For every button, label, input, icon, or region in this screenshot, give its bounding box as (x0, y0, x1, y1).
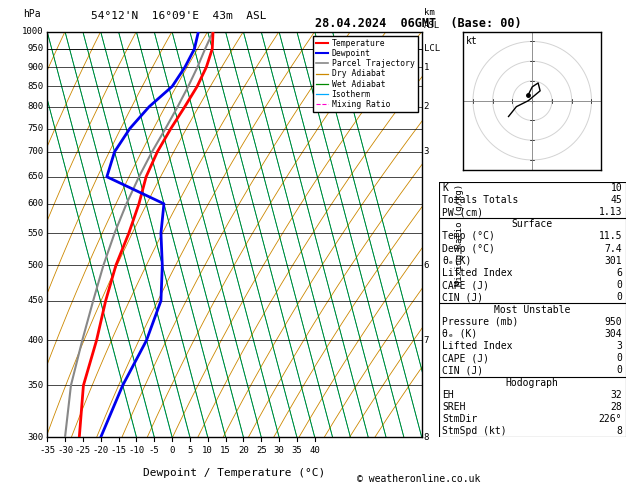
Text: StmSpd (kt): StmSpd (kt) (442, 426, 507, 436)
Text: -35: -35 (39, 446, 55, 454)
Text: 226°: 226° (599, 414, 622, 424)
Text: 0: 0 (616, 293, 622, 302)
Text: Totals Totals: Totals Totals (442, 195, 519, 205)
Text: 20: 20 (238, 446, 248, 454)
Text: -25: -25 (75, 446, 91, 454)
Text: -5: -5 (149, 446, 160, 454)
Text: CAPE (J): CAPE (J) (442, 280, 489, 290)
Text: 10: 10 (203, 446, 213, 454)
Legend: Temperature, Dewpoint, Parcel Trajectory, Dry Adiabat, Wet Adiabat, Isotherm, Mi: Temperature, Dewpoint, Parcel Trajectory… (313, 35, 418, 112)
Text: km: km (423, 8, 435, 17)
Text: CIN (J): CIN (J) (442, 365, 484, 375)
Text: 28.04.2024  06GMT  (Base: 00): 28.04.2024 06GMT (Base: 00) (315, 17, 521, 30)
Text: θₑ (K): θₑ (K) (442, 329, 477, 339)
Text: 304: 304 (604, 329, 622, 339)
Text: 450: 450 (27, 296, 43, 305)
Text: Hodograph: Hodograph (506, 378, 559, 388)
Text: 2: 2 (423, 102, 429, 111)
Text: 25: 25 (256, 446, 267, 454)
Text: Surface: Surface (511, 219, 553, 229)
Text: Mixing Ratio (g/kg): Mixing Ratio (g/kg) (455, 183, 464, 286)
Text: ASL: ASL (423, 20, 440, 30)
Text: 800: 800 (27, 102, 43, 111)
Text: CAPE (J): CAPE (J) (442, 353, 489, 363)
Text: 3: 3 (423, 147, 429, 156)
Text: 54°12'N  16°09'E  43m  ASL: 54°12'N 16°09'E 43m ASL (91, 12, 266, 21)
Text: 400: 400 (27, 336, 43, 345)
Text: Temp (°C): Temp (°C) (442, 231, 495, 242)
Text: 11.5: 11.5 (599, 231, 622, 242)
Text: 28: 28 (610, 402, 622, 412)
Text: Most Unstable: Most Unstable (494, 305, 571, 314)
Text: © weatheronline.co.uk: © weatheronline.co.uk (357, 473, 480, 484)
Text: Pressure (mb): Pressure (mb) (442, 317, 519, 327)
Text: 1.13: 1.13 (599, 207, 622, 217)
Text: 10: 10 (610, 183, 622, 193)
Text: 30: 30 (274, 446, 284, 454)
Text: 1: 1 (423, 63, 429, 71)
Text: LCL: LCL (423, 44, 440, 53)
Text: Dewpoint / Temperature (°C): Dewpoint / Temperature (°C) (143, 468, 326, 478)
Text: 500: 500 (27, 260, 43, 270)
Text: hPa: hPa (23, 9, 41, 19)
Text: StmDir: StmDir (442, 414, 477, 424)
Text: 40: 40 (309, 446, 320, 454)
Text: 350: 350 (27, 381, 43, 390)
Text: θₑ(K): θₑ(K) (442, 256, 472, 266)
Text: 1000: 1000 (22, 27, 43, 36)
Text: 950: 950 (27, 44, 43, 53)
Text: PW (cm): PW (cm) (442, 207, 484, 217)
Text: 950: 950 (604, 317, 622, 327)
Text: 750: 750 (27, 124, 43, 133)
Text: 301: 301 (604, 256, 622, 266)
Text: EH: EH (442, 390, 454, 400)
Text: 900: 900 (27, 63, 43, 71)
Text: kt: kt (466, 36, 477, 46)
Text: 3: 3 (616, 341, 622, 351)
Text: SREH: SREH (442, 402, 466, 412)
Text: 850: 850 (27, 82, 43, 91)
Text: 5: 5 (187, 446, 192, 454)
Text: 45: 45 (610, 195, 622, 205)
Text: 35: 35 (291, 446, 303, 454)
Text: 300: 300 (27, 433, 43, 442)
Text: 7.4: 7.4 (604, 243, 622, 254)
Text: 0: 0 (616, 365, 622, 375)
Text: 0: 0 (616, 280, 622, 290)
Text: Lifted Index: Lifted Index (442, 341, 513, 351)
Text: -10: -10 (128, 446, 145, 454)
Text: Dewp (°C): Dewp (°C) (442, 243, 495, 254)
Text: 32: 32 (610, 390, 622, 400)
Text: 650: 650 (27, 173, 43, 181)
Text: 15: 15 (220, 446, 231, 454)
Text: 0: 0 (616, 353, 622, 363)
Text: 8: 8 (616, 426, 622, 436)
Text: K: K (442, 183, 448, 193)
Text: -30: -30 (57, 446, 73, 454)
Text: CIN (J): CIN (J) (442, 293, 484, 302)
Text: -15: -15 (111, 446, 126, 454)
Text: 550: 550 (27, 228, 43, 238)
Text: 6: 6 (616, 268, 622, 278)
Text: 7: 7 (423, 336, 429, 345)
Text: 600: 600 (27, 199, 43, 208)
Text: 6: 6 (423, 260, 429, 270)
Text: 0: 0 (169, 446, 175, 454)
Text: 8: 8 (423, 433, 429, 442)
Text: -20: -20 (92, 446, 109, 454)
Text: 700: 700 (27, 147, 43, 156)
Text: Lifted Index: Lifted Index (442, 268, 513, 278)
